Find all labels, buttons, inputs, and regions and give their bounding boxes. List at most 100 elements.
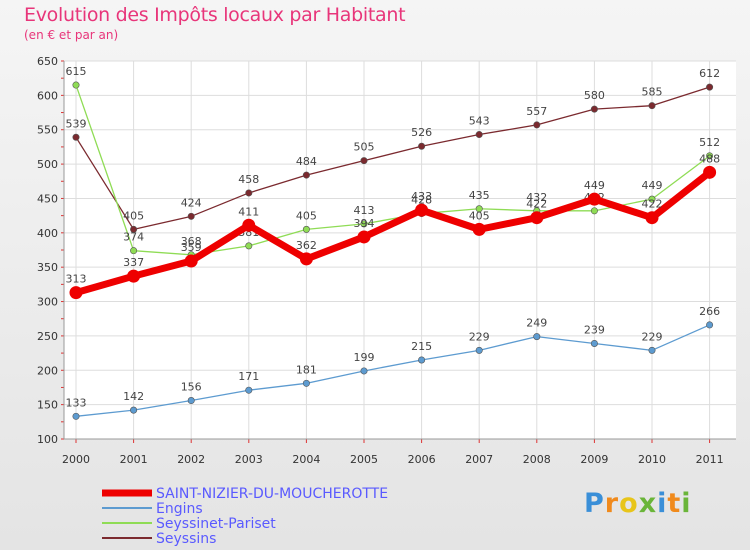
- data-point-seyssinet-pariset: [360, 220, 368, 228]
- data-label-engins: 142: [123, 390, 144, 403]
- logo-letter: i: [657, 488, 668, 519]
- data-label-seyssins: 424: [181, 196, 202, 209]
- x-tick-label: 2000: [62, 453, 90, 466]
- y-tick-label: 450: [37, 192, 58, 205]
- x-tick-label: 2010: [638, 453, 666, 466]
- data-point-seyssins: [360, 157, 368, 165]
- data-point-seyssinet-pariset: [302, 225, 310, 233]
- data-label-saint-nizier-du-moucherotte: 359: [181, 241, 202, 254]
- data-label-seyssins: 539: [66, 117, 87, 130]
- data-point-saint-nizier-du-moucherotte: [357, 230, 371, 244]
- data-label-saint-nizier-du-moucherotte: 394: [354, 217, 375, 230]
- data-label-seyssinet-pariset: 374: [123, 231, 144, 244]
- series-line-seyssinet-pariset: [75, 84, 711, 256]
- data-point-seyssins: [130, 225, 138, 233]
- data-point-saint-nizier-du-moucherotte: [472, 222, 486, 236]
- data-label-saint-nizier-du-moucherotte: 362: [296, 239, 317, 252]
- plot-area: [64, 61, 736, 439]
- y-tick-label: 600: [37, 89, 58, 102]
- data-point-seyssinet-pariset: [475, 205, 483, 213]
- data-label-saint-nizier-du-moucherotte: 488: [699, 152, 720, 165]
- legend-label-seyssins: Seyssins: [156, 531, 216, 547]
- data-point-engins: [187, 397, 195, 405]
- x-tick-label: 2001: [120, 453, 148, 466]
- data-label-engins: 229: [469, 330, 490, 343]
- data-label-engins: 156: [181, 381, 202, 394]
- chart-title: Evolution des Impôts locaux par Habitant: [24, 4, 406, 26]
- data-point-saint-nizier-du-moucherotte: [645, 211, 659, 225]
- data-point-seyssins: [706, 83, 714, 91]
- y-tick-label: 350: [37, 261, 58, 274]
- x-tick-label: 2005: [350, 453, 378, 466]
- x-tick-label: 2009: [580, 453, 608, 466]
- data-label-engins: 266: [699, 305, 720, 318]
- y-tick-label: 200: [37, 364, 58, 377]
- y-tick-label: 400: [37, 227, 58, 240]
- data-label-seyssins: 585: [642, 86, 663, 99]
- data-label-seyssins: 543: [469, 115, 490, 128]
- data-point-seyssinet-pariset: [706, 152, 714, 160]
- data-label-seyssinet-pariset: 435: [469, 189, 490, 202]
- data-label-seyssinet-pariset: 512: [699, 136, 720, 149]
- legend-label-seyssinet-pariset: Seyssinet-Pariset: [156, 516, 276, 532]
- data-label-engins: 229: [642, 330, 663, 343]
- data-label-saint-nizier-du-moucherotte: 405: [469, 209, 490, 222]
- data-label-seyssins: 612: [699, 67, 720, 80]
- data-label-engins: 239: [584, 323, 605, 336]
- data-label-seyssins: 405: [123, 209, 144, 222]
- data-label-engins: 133: [66, 396, 87, 409]
- data-point-engins: [590, 339, 598, 347]
- data-label-saint-nizier-du-moucherotte: 449: [584, 179, 605, 192]
- legend-label-saint-nizier-du-moucherotte: SAINT-NIZIER-DU-MOUCHEROTTE: [156, 486, 388, 502]
- data-point-saint-nizier-du-moucherotte: [127, 269, 141, 283]
- data-label-saint-nizier-du-moucherotte: 422: [642, 198, 663, 211]
- data-label-engins: 199: [354, 351, 375, 364]
- data-label-seyssinet-pariset: 432: [526, 191, 547, 204]
- logo-letter: r: [604, 488, 620, 519]
- data-point-seyssins: [72, 133, 80, 141]
- logo-letter: x: [638, 488, 658, 519]
- data-point-seyssins: [187, 212, 195, 220]
- y-tick-label: 550: [37, 124, 58, 137]
- x-tick-label: 2003: [235, 453, 263, 466]
- data-label-saint-nizier-du-moucherotte: 313: [66, 273, 87, 286]
- x-tick-label: 2002: [177, 453, 205, 466]
- chart-subtitle: (en € et par an): [24, 28, 119, 42]
- data-point-engins: [475, 346, 483, 354]
- series-line-seyssins: [75, 86, 711, 231]
- data-label-saint-nizier-du-moucherotte: 422: [526, 198, 547, 211]
- y-tick-label: 150: [37, 399, 58, 412]
- y-tick-label: 300: [37, 296, 58, 309]
- data-point-seyssinet-pariset: [72, 81, 80, 89]
- x-tick-label: 2008: [523, 453, 551, 466]
- data-point-seyssins: [418, 142, 426, 150]
- data-point-saint-nizier-du-moucherotte: [415, 203, 429, 217]
- data-label-seyssinet-pariset: 405: [296, 209, 317, 222]
- data-point-seyssins: [648, 102, 656, 110]
- data-point-seyssins: [590, 105, 598, 113]
- y-tick-label: 500: [37, 158, 58, 171]
- data-label-seyssinet-pariset: 449: [642, 179, 663, 192]
- x-tick-label: 2011: [696, 453, 724, 466]
- data-point-engins: [72, 412, 80, 420]
- data-point-seyssins: [533, 121, 541, 129]
- data-point-engins: [302, 379, 310, 387]
- data-label-engins: 171: [238, 370, 259, 383]
- data-point-engins: [706, 321, 714, 329]
- data-point-engins: [418, 356, 426, 364]
- data-label-saint-nizier-du-moucherotte: 337: [123, 256, 144, 269]
- y-tick-label: 100: [37, 433, 58, 446]
- data-label-seyssins: 458: [238, 173, 259, 186]
- y-tick-label: 650: [37, 55, 58, 68]
- data-point-seyssins: [475, 131, 483, 139]
- data-label-seyssinet-pariset: 428: [411, 194, 432, 207]
- data-label-engins: 249: [526, 317, 547, 330]
- data-label-saint-nizier-du-moucherotte: 411: [238, 205, 259, 218]
- data-point-saint-nizier-du-moucherotte: [703, 165, 717, 179]
- x-tick-label: 2006: [408, 453, 436, 466]
- data-point-seyssinet-pariset: [648, 195, 656, 203]
- data-label-seyssins: 484: [296, 155, 317, 168]
- data-point-seyssins: [302, 171, 310, 179]
